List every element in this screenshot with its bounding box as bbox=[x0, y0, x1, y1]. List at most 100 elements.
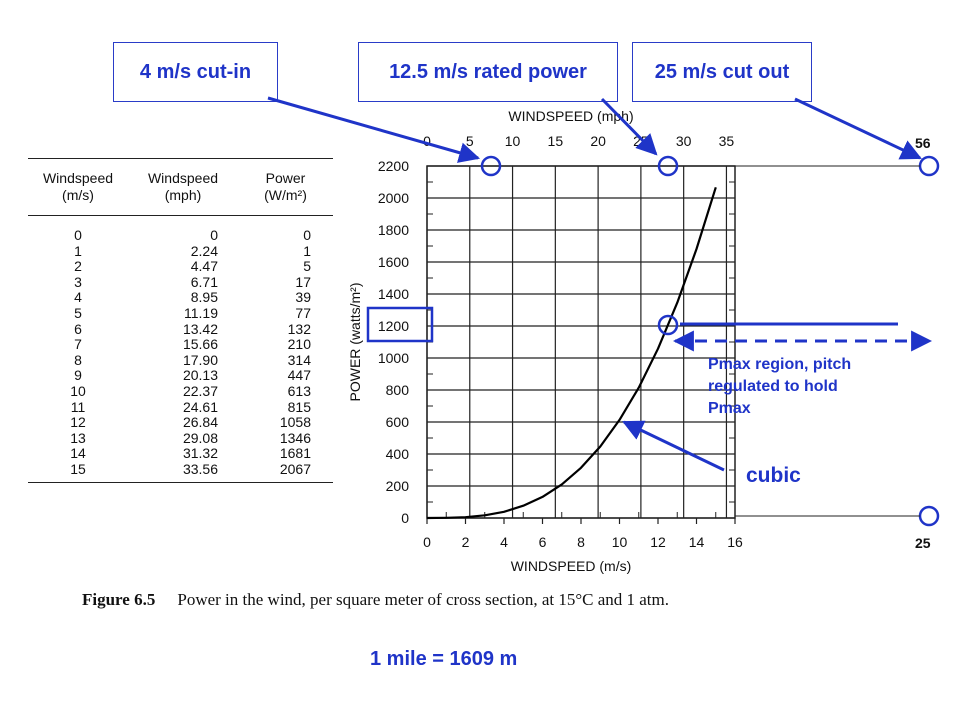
pmax-line-3: Pmax bbox=[708, 400, 751, 417]
table-row: 0 0 0 bbox=[28, 227, 333, 244]
x-tick-label: 12 bbox=[650, 534, 666, 550]
header-windspeed-ms-name: Windspeed bbox=[42, 170, 114, 186]
cell-windspeed-mph: 0 bbox=[210, 227, 218, 243]
x2-tick-label: 20 bbox=[590, 133, 606, 149]
x2-axis-title: WINDSPEED (mph) bbox=[508, 108, 633, 124]
cell-power: 1 bbox=[303, 242, 311, 259]
y-tick-label: 200 bbox=[386, 478, 410, 494]
cell-windspeed-ms: 6 bbox=[74, 320, 82, 337]
x-tick-label: 16 bbox=[727, 534, 743, 550]
cell-windspeed-mph: 24.61 bbox=[182, 398, 218, 415]
cell-windspeed-ms: 0 bbox=[74, 227, 82, 243]
header-power-name: Power bbox=[265, 170, 306, 186]
x-tick-label: 2 bbox=[462, 534, 470, 550]
x-axis-title: WINDSPEED (m/s) bbox=[511, 558, 632, 574]
pmax-value-highlight bbox=[366, 306, 434, 343]
cell-windspeed-ms: 12 bbox=[70, 414, 86, 431]
cell-windspeed-mph: 15.66 bbox=[182, 336, 218, 353]
cell-windspeed-ms: 8 bbox=[74, 351, 82, 368]
header-power-unit: (W/m²) bbox=[264, 187, 307, 203]
x-tick-label: 6 bbox=[539, 534, 547, 550]
table-row: 6 13.42 132 bbox=[28, 320, 333, 338]
y-tick-label: 1400 bbox=[378, 286, 409, 302]
cut-in-callout: 4 m/s cut-in bbox=[113, 42, 278, 102]
table-row: 14 31.32 1681 bbox=[28, 446, 333, 462]
cell-power: 17 bbox=[295, 273, 311, 290]
cell-power: 613 bbox=[287, 382, 311, 399]
cell-windspeed-mph: 31.32 bbox=[182, 445, 218, 462]
power-curve-line bbox=[426, 186, 717, 520]
cell-windspeed-ms: 9 bbox=[74, 367, 82, 384]
x-tick-label: 4 bbox=[500, 534, 508, 550]
x-tick-label: 10 bbox=[612, 534, 628, 550]
table-header: Windspeed (m/s) Windspeed (mph) Power (W… bbox=[28, 159, 333, 215]
table-bottom-rule bbox=[28, 481, 333, 483]
cell-windspeed-mph: 2.24 bbox=[190, 242, 218, 259]
cell-windspeed-ms: 13 bbox=[70, 429, 86, 446]
table-row: 11 24.61 815 bbox=[28, 398, 333, 416]
header-windspeed-ms-unit: (m/s) bbox=[62, 187, 94, 203]
table-row: 8 17.90 314 bbox=[28, 351, 333, 369]
cell-windspeed-mph: 29.08 bbox=[182, 429, 218, 446]
cell-windspeed-mph: 17.90 bbox=[182, 351, 218, 368]
wind-power-table: Windspeed (m/s) Windspeed (mph) Power (W… bbox=[28, 158, 333, 483]
cell-power: 314 bbox=[287, 351, 311, 368]
y-tick-label: 2200 bbox=[378, 158, 409, 174]
cell-windspeed-ms: 3 bbox=[74, 273, 82, 290]
figure-caption: Figure 6.5 Power in the wind, per square … bbox=[82, 590, 669, 610]
x2-tick-label: 15 bbox=[548, 133, 564, 149]
cut-out-label: 25 m/s cut out bbox=[654, 60, 790, 83]
x2-tick-label: 30 bbox=[676, 133, 692, 149]
cell-windspeed-ms: 5 bbox=[74, 304, 82, 321]
cubic-arrow bbox=[622, 420, 725, 472]
cut-out-bottom-marker bbox=[918, 505, 940, 527]
table-row: 5 11.19 77 bbox=[28, 304, 333, 322]
table-row: 4 8.95 39 bbox=[28, 290, 333, 306]
y-tick-label: 0 bbox=[401, 510, 409, 526]
label-56: 56 bbox=[915, 135, 931, 151]
cell-windspeed-mph: 8.95 bbox=[190, 289, 218, 306]
cell-windspeed-ms: 10 bbox=[70, 382, 86, 399]
chart-grid bbox=[426, 165, 735, 519]
mile-conversion-note: 1 mile = 1609 m bbox=[370, 648, 518, 670]
x-tick-label: 0 bbox=[423, 534, 431, 550]
header-windspeed-mph-name: Windspeed bbox=[147, 170, 219, 186]
cell-windspeed-mph: 20.13 bbox=[182, 367, 218, 384]
cell-power: 1058 bbox=[279, 414, 311, 431]
table-row: 2 4.47 5 bbox=[28, 259, 333, 275]
cell-windspeed-ms: 4 bbox=[74, 289, 82, 306]
table-row: 9 20.13 447 bbox=[28, 368, 333, 384]
figure-caption-text: Power in the wind, per square meter of c… bbox=[177, 590, 670, 609]
cell-windspeed-mph: 6.71 bbox=[190, 273, 218, 290]
rated-arrow bbox=[600, 97, 658, 156]
pmax-marker bbox=[657, 314, 679, 336]
cell-power: 0 bbox=[303, 227, 311, 243]
header-windspeed-mph: Windspeed (mph) bbox=[128, 170, 238, 204]
cut-in-arrow bbox=[267, 96, 481, 163]
cut-in-marker bbox=[480, 155, 502, 177]
y-tick-label: 2000 bbox=[378, 190, 409, 206]
cell-power: 210 bbox=[287, 336, 311, 353]
x2-tick-label: 35 bbox=[719, 133, 735, 149]
header-windspeed-mph-unit: (mph) bbox=[164, 187, 202, 203]
table-row: 3 6.71 17 bbox=[28, 273, 333, 291]
y-tick-label: 600 bbox=[386, 414, 410, 430]
cell-power: 132 bbox=[287, 320, 311, 337]
rated-marker bbox=[657, 155, 679, 177]
cell-windspeed-mph: 33.56 bbox=[182, 460, 218, 477]
table-row: 1 2.24 1 bbox=[28, 242, 333, 260]
cell-windspeed-mph: 11.19 bbox=[184, 304, 218, 321]
pmax-annotation: Pmax region, pitch regulated to hold Pma… bbox=[708, 354, 851, 420]
cell-windspeed-ms: 15 bbox=[70, 460, 86, 477]
cut-out-top-marker bbox=[918, 155, 940, 177]
figure-label: Figure 6.5 bbox=[82, 590, 156, 609]
x-tick-label: 14 bbox=[689, 534, 705, 550]
table-row: 10 22.37 613 bbox=[28, 382, 333, 400]
cell-power: 2067 bbox=[279, 460, 311, 477]
cut-in-label: 4 m/s cut-in bbox=[139, 60, 252, 83]
plot-frame bbox=[426, 165, 736, 519]
y-tick-label: 800 bbox=[386, 382, 410, 398]
